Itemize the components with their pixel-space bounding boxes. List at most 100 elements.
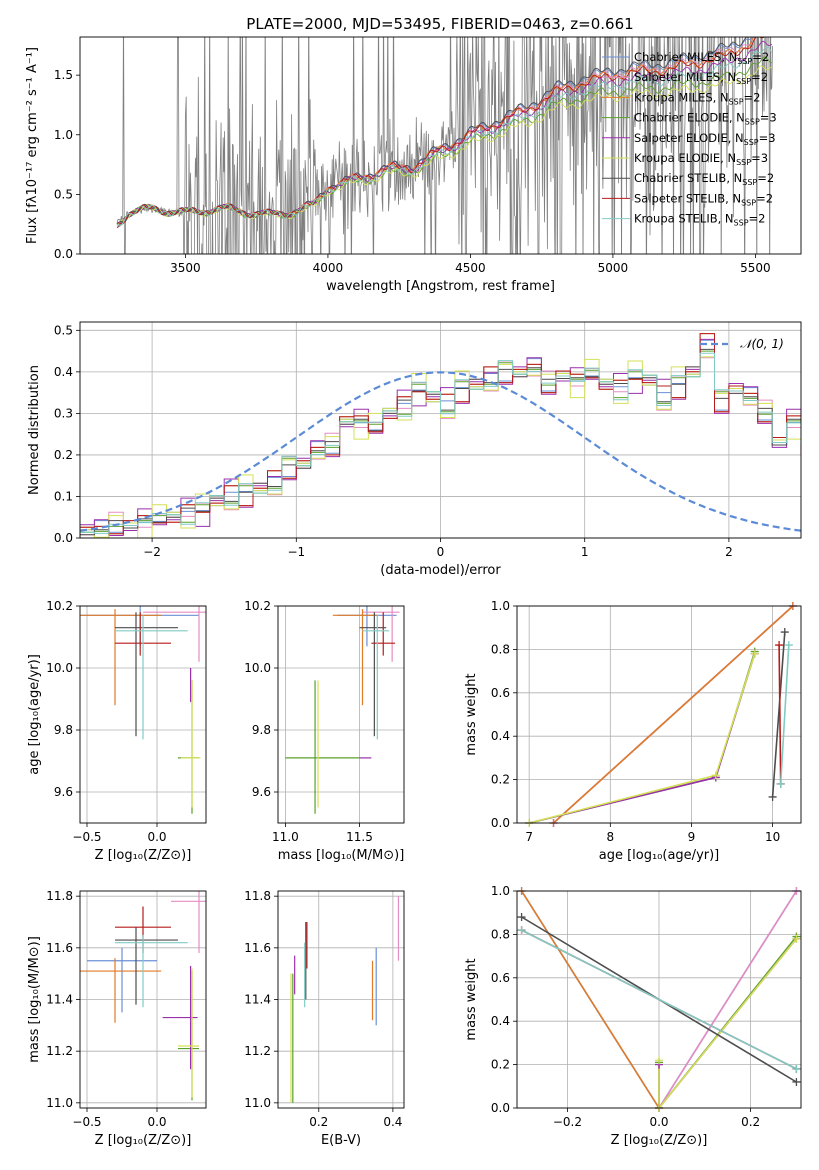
weight-line (520, 891, 660, 1108)
x-tick-label: 9 (688, 830, 696, 844)
x-tick-label: 2 (725, 545, 733, 559)
weight-line (529, 651, 756, 823)
y-tick-label: 11.8 (244, 889, 271, 903)
axes-mass_vs_ebv: 0.2 0.4 11.0 11.2 11.4 11.6 11.8 E(B-V) (244, 889, 404, 1148)
x-axis-label: E(B-V) (321, 1133, 361, 1148)
legend-entry: Kroupa MILES, NSSP=2 (634, 90, 760, 106)
x-tick-label: 10 (765, 830, 780, 844)
weight-line (778, 645, 782, 784)
legend-entry: Kroupa STELIB, NSSP=2 (634, 212, 765, 228)
axes-frame (79, 605, 207, 824)
y-axis-label: Flux [fλ10⁻¹⁷ erg cm⁻² s⁻¹ A⁻¹] (25, 47, 40, 244)
x-tick-label: −0.5 (72, 830, 101, 844)
weight-line (521, 929, 797, 1070)
weight-marker (517, 913, 526, 922)
y-tick-label: 0.1 (54, 489, 73, 503)
y-tick-label: 11.6 (46, 941, 73, 955)
y-tick-label: 0.5 (54, 187, 73, 201)
y-tick-label: 11.0 (46, 1096, 73, 1110)
y-tick-label: 0.4 (491, 729, 510, 743)
x-tick-label: 0.0 (147, 1115, 166, 1129)
histogram-step (80, 356, 801, 538)
y-tick-label: 0.8 (491, 642, 510, 656)
x-tick-label: 0.2 (309, 1115, 328, 1129)
y-tick-label: 0.8 (491, 927, 510, 941)
axes-mass_vs_Z: −0.5 0.0 11.0 11.2 11.4 11.6 11.8 Z [log₁₀(Z/Z⊙… (27, 889, 206, 1148)
y-tick-label: 0.6 (491, 971, 510, 985)
histogram-step (80, 333, 801, 538)
x-axis-label: (data-model)/error (380, 563, 501, 578)
histogram-step (80, 357, 801, 538)
plot-area-weight_vs_Z (520, 891, 798, 1108)
axes-frame (516, 890, 802, 1109)
weight-marker (792, 1064, 801, 1073)
y-tick-label: 10.0 (46, 661, 73, 675)
x-tick-label: 0.2 (741, 1115, 760, 1129)
model-spectrum-line (116, 37, 752, 225)
axes-frame (79, 890, 207, 1109)
x-tick-label: 3500 (170, 261, 201, 275)
y-tick-label: 0.2 (491, 773, 510, 787)
y-tick-label: 1.0 (54, 128, 73, 142)
y-tick-label: 10.2 (244, 599, 271, 613)
axes-frame (516, 605, 802, 824)
figure-title: PLATE=2000, MJD=53495, FIBERID=0463, z=0… (246, 15, 633, 33)
histogram-step (80, 348, 801, 536)
grid-mass_vs_ebv (278, 891, 404, 1108)
y-tick-label: 0.4 (54, 365, 73, 379)
weight-line (529, 653, 756, 823)
y-tick-label: 0.2 (491, 1058, 510, 1072)
legend-entry: Chabrier ELODIE, NSSP=3 (634, 111, 777, 127)
x-axis-label: wavelength [Angstrom, rest frame] (326, 279, 555, 294)
observed-spectrum-line (116, 37, 773, 254)
y-tick-label: 9.6 (252, 785, 271, 799)
plot-area-spectrum (116, 37, 773, 254)
y-axis-label: mass [log₁₀(M/M⊙)] (27, 936, 42, 1063)
weight-marker (776, 779, 785, 788)
y-tick-label: 9.8 (54, 723, 73, 737)
y-tick-label: 11.8 (46, 889, 73, 903)
x-axis-label: Z [log₁₀(Z/Z⊙)] (95, 848, 192, 863)
histogram-step (80, 350, 801, 533)
y-tick-label: 0.0 (491, 816, 510, 830)
x-tick-label: 11.0 (272, 830, 299, 844)
y-tick-label: 11.4 (244, 993, 271, 1007)
legend-entry: Salpeter MILES, NSSP=2 (634, 70, 768, 86)
grid-age_vs_mass (278, 605, 404, 823)
y-tick-label: 10.0 (244, 661, 271, 675)
plot-area-age_vs_Z (80, 606, 206, 814)
weight-marker (711, 771, 720, 780)
weight-marker (750, 649, 759, 658)
weight-line (658, 891, 798, 1108)
y-tick-label: 0.3 (54, 406, 73, 420)
weight-marker (792, 934, 801, 943)
y-tick-label: 10.2 (46, 599, 73, 613)
histogram-step (80, 338, 801, 538)
weight-marker (655, 1056, 663, 1065)
axes-age_vs_Z: −0.5 0.0 9.6 9.8 10.0 10.2 Z [log₁₀(Z/Z⊙)] age … (27, 599, 206, 863)
y-tick-label: 11.6 (244, 941, 271, 955)
x-tick-label: 0.0 (147, 830, 166, 844)
histogram-step (80, 339, 801, 538)
y-tick-label: 11.4 (46, 993, 73, 1007)
weight-line (658, 938, 798, 1108)
x-tick-label: 4000 (313, 261, 344, 275)
axes-spectrum: 3500 4000 4500 5000 5500 0.0 0.5 1.0 1.5 waveleng… (25, 37, 773, 294)
legend-entry: Chabrier MILES, NSSP=2 (634, 50, 769, 66)
weight-marker (775, 641, 784, 650)
x-tick-label: −1 (287, 545, 305, 559)
x-tick-label: −2 (143, 545, 161, 559)
x-tick-label: 11.5 (346, 830, 373, 844)
axes-frame (277, 890, 405, 1109)
y-axis-label: Normed distribution (27, 365, 42, 495)
y-axis-label: mass weight (464, 673, 479, 755)
legend-entry: Kroupa ELODIE, NSSP=3 (634, 151, 768, 167)
y-tick-label: 1.5 (54, 68, 73, 82)
x-tick-label: 5000 (598, 261, 629, 275)
histogram-step (80, 352, 801, 534)
x-axis-label: mass [log₁₀(M/M⊙)] (278, 848, 405, 863)
y-tick-label: 1.0 (491, 599, 510, 613)
y-tick-label: 11.2 (244, 1044, 271, 1058)
model-spectrum-line (116, 37, 765, 225)
